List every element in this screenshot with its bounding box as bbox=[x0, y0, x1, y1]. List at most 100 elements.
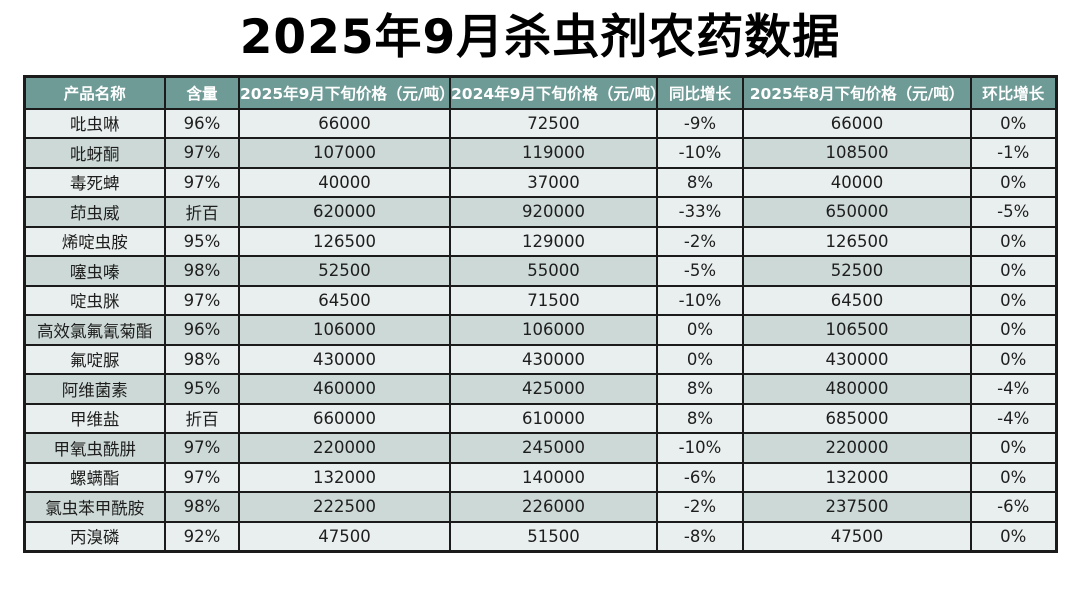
cell-price-2025-09: 620000 bbox=[238, 196, 451, 228]
cell-price-2025-09: 66000 bbox=[238, 107, 451, 140]
cell-product: 毒死蜱 bbox=[23, 166, 166, 199]
cell-price-2024-09: 119000 bbox=[449, 137, 658, 169]
cell-price-2024-09: 610000 bbox=[449, 402, 658, 435]
cell-product: 噻虫嗪 bbox=[23, 255, 166, 287]
cell-price-2024-09: 920000 bbox=[449, 196, 658, 228]
cell-yoy-growth: 8% bbox=[656, 402, 744, 435]
cell-yoy-growth: -10% bbox=[656, 432, 744, 464]
cell-mom-growth: -6% bbox=[970, 491, 1057, 523]
table-row: 甲维盐 折百 660000 610000 8% 685000 -4% bbox=[23, 402, 1057, 435]
cell-price-2025-08: 52500 bbox=[742, 255, 972, 287]
cell-yoy-growth: 0% bbox=[656, 314, 744, 346]
cell-price-2025-09: 660000 bbox=[238, 402, 451, 435]
cell-content: 92% bbox=[164, 520, 240, 553]
cell-price-2025-08: 40000 bbox=[742, 166, 972, 199]
cell-price-2024-09: 140000 bbox=[449, 461, 658, 494]
page-title: 2025年9月杀虫剂农药数据 bbox=[239, 10, 841, 65]
cell-product: 丙溴磷 bbox=[23, 520, 166, 553]
cell-mom-growth: -1% bbox=[970, 137, 1057, 169]
column-header-price-2025-09: 2025年9月下旬价格（元/吨） bbox=[238, 75, 451, 110]
cell-product: 氟啶脲 bbox=[23, 343, 166, 376]
cell-product: 茚虫威 bbox=[23, 196, 166, 228]
cell-price-2025-08: 64500 bbox=[742, 284, 972, 317]
cell-content: 96% bbox=[164, 107, 240, 140]
cell-price-2024-09: 51500 bbox=[449, 520, 658, 553]
cell-price-2025-09: 52500 bbox=[238, 255, 451, 287]
column-header-price-2024-09: 2024年9月下旬价格（元/吨） bbox=[449, 75, 658, 110]
cell-price-2024-09: 37000 bbox=[449, 166, 658, 199]
cell-price-2024-09: 430000 bbox=[449, 343, 658, 376]
cell-price-2024-09: 71500 bbox=[449, 284, 658, 317]
cell-content: 97% bbox=[164, 284, 240, 317]
cell-content: 98% bbox=[164, 343, 240, 376]
pesticide-price-table: 产品名称 含量 2025年9月下旬价格（元/吨） 2024年9月下旬价格（元/吨… bbox=[22, 74, 1058, 554]
cell-mom-growth: 0% bbox=[970, 107, 1057, 140]
cell-price-2025-08: 480000 bbox=[742, 373, 972, 405]
cell-content: 95% bbox=[164, 373, 240, 405]
cell-mom-growth: -4% bbox=[970, 402, 1057, 435]
table-row: 啶虫脒 97% 64500 71500 -10% 64500 0% bbox=[23, 284, 1057, 317]
table-row: 高效氯氟氰菊酯 96% 106000 106000 0% 106500 0% bbox=[23, 314, 1057, 346]
cell-mom-growth: -4% bbox=[970, 373, 1057, 405]
cell-price-2025-09: 132000 bbox=[238, 461, 451, 494]
cell-mom-growth: 0% bbox=[970, 284, 1057, 317]
table-row: 氟啶脲 98% 430000 430000 0% 430000 0% bbox=[23, 343, 1057, 376]
cell-content: 97% bbox=[164, 166, 240, 199]
cell-yoy-growth: -5% bbox=[656, 255, 744, 287]
cell-price-2024-09: 245000 bbox=[449, 432, 658, 464]
cell-price-2025-09: 47500 bbox=[238, 520, 451, 553]
cell-yoy-growth: -33% bbox=[656, 196, 744, 228]
table-header-row: 产品名称 含量 2025年9月下旬价格（元/吨） 2024年9月下旬价格（元/吨… bbox=[23, 75, 1057, 110]
cell-mom-growth: 0% bbox=[970, 432, 1057, 464]
cell-price-2025-09: 106000 bbox=[238, 314, 451, 346]
cell-yoy-growth: 0% bbox=[656, 343, 744, 376]
cell-mom-growth: 0% bbox=[970, 343, 1057, 376]
cell-mom-growth: 0% bbox=[970, 255, 1057, 287]
cell-yoy-growth: 8% bbox=[656, 166, 744, 199]
cell-content: 97% bbox=[164, 432, 240, 464]
cell-content: 折百 bbox=[164, 402, 240, 435]
cell-price-2025-09: 107000 bbox=[238, 137, 451, 169]
cell-product: 烯啶虫胺 bbox=[23, 225, 166, 258]
cell-price-2025-08: 650000 bbox=[742, 196, 972, 228]
cell-mom-growth: 0% bbox=[970, 461, 1057, 494]
cell-product: 氯虫苯甲酰胺 bbox=[23, 491, 166, 523]
cell-price-2025-09: 430000 bbox=[238, 343, 451, 376]
cell-yoy-growth: -2% bbox=[656, 491, 744, 523]
cell-price-2024-09: 55000 bbox=[449, 255, 658, 287]
cell-content: 97% bbox=[164, 137, 240, 169]
cell-yoy-growth: -10% bbox=[656, 284, 744, 317]
cell-price-2024-09: 106000 bbox=[449, 314, 658, 346]
cell-price-2025-08: 237500 bbox=[742, 491, 972, 523]
table-body: 吡虫啉 96% 66000 72500 -9% 66000 0% 吡蚜酮 97% 107000 11… bbox=[23, 107, 1057, 553]
cell-price-2025-08: 126500 bbox=[742, 225, 972, 258]
cell-content: 95% bbox=[164, 225, 240, 258]
cell-price-2025-09: 64500 bbox=[238, 284, 451, 317]
cell-price-2024-09: 72500 bbox=[449, 107, 658, 140]
table-row: 噻虫嗪 98% 52500 55000 -5% 52500 0% bbox=[23, 255, 1057, 287]
table-row: 甲氧虫酰肼 97% 220000 245000 -10% 220000 0% bbox=[23, 432, 1057, 464]
cell-price-2025-08: 66000 bbox=[742, 107, 972, 140]
cell-product: 阿维菌素 bbox=[23, 373, 166, 405]
cell-price-2025-08: 108500 bbox=[742, 137, 972, 169]
cell-price-2025-08: 220000 bbox=[742, 432, 972, 464]
cell-content: 97% bbox=[164, 461, 240, 494]
cell-product: 螺螨酯 bbox=[23, 461, 166, 494]
cell-product: 啶虫脒 bbox=[23, 284, 166, 317]
cell-product: 甲氧虫酰肼 bbox=[23, 432, 166, 464]
cell-content: 98% bbox=[164, 255, 240, 287]
table-row: 烯啶虫胺 95% 126500 129000 -2% 126500 0% bbox=[23, 225, 1057, 258]
cell-yoy-growth: -10% bbox=[656, 137, 744, 169]
table-row: 吡虫啉 96% 66000 72500 -9% 66000 0% bbox=[23, 107, 1057, 140]
cell-product: 甲维盐 bbox=[23, 402, 166, 435]
cell-price-2024-09: 226000 bbox=[449, 491, 658, 523]
cell-content: 折百 bbox=[164, 196, 240, 228]
table-row: 毒死蜱 97% 40000 37000 8% 40000 0% bbox=[23, 166, 1057, 199]
table-row: 吡蚜酮 97% 107000 119000 -10% 108500 -1% bbox=[23, 137, 1057, 169]
table-row: 丙溴磷 92% 47500 51500 -8% 47500 0% bbox=[23, 520, 1057, 553]
cell-price-2025-09: 222500 bbox=[238, 491, 451, 523]
cell-price-2025-08: 106500 bbox=[742, 314, 972, 346]
cell-price-2025-08: 685000 bbox=[742, 402, 972, 435]
column-header-mom-growth: 环比增长 bbox=[970, 75, 1057, 110]
table-header: 产品名称 含量 2025年9月下旬价格（元/吨） 2024年9月下旬价格（元/吨… bbox=[23, 75, 1057, 110]
